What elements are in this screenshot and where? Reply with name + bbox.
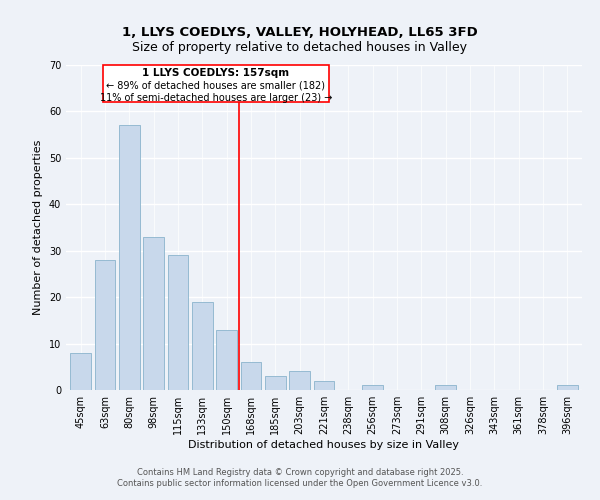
- Bar: [143, 237, 164, 390]
- FancyBboxPatch shape: [103, 65, 329, 102]
- Text: Size of property relative to detached houses in Valley: Size of property relative to detached ho…: [133, 41, 467, 54]
- Text: 1, LLYS COEDLYS, VALLEY, HOLYHEAD, LL65 3FD: 1, LLYS COEDLYS, VALLEY, HOLYHEAD, LL65 …: [122, 26, 478, 39]
- Bar: [95, 260, 115, 390]
- Bar: [557, 386, 578, 390]
- Bar: [241, 362, 262, 390]
- Y-axis label: Number of detached properties: Number of detached properties: [33, 140, 43, 315]
- Text: 1 LLYS COEDLYS: 157sqm: 1 LLYS COEDLYS: 157sqm: [142, 68, 289, 78]
- Bar: [265, 376, 286, 390]
- Text: 11% of semi-detached houses are larger (23) →: 11% of semi-detached houses are larger (…: [100, 92, 332, 102]
- Bar: [314, 380, 334, 390]
- Bar: [192, 302, 212, 390]
- Title: 1, LLYS COEDLYS, VALLEY, HOLYHEAD, LL65 3FD
Size of property relative to detache: 1, LLYS COEDLYS, VALLEY, HOLYHEAD, LL65 …: [0, 499, 1, 500]
- Bar: [70, 353, 91, 390]
- Text: Contains HM Land Registry data © Crown copyright and database right 2025.
Contai: Contains HM Land Registry data © Crown c…: [118, 468, 482, 487]
- Text: ← 89% of detached houses are smaller (182): ← 89% of detached houses are smaller (18…: [106, 81, 325, 91]
- Bar: [167, 256, 188, 390]
- Bar: [216, 330, 237, 390]
- X-axis label: Distribution of detached houses by size in Valley: Distribution of detached houses by size …: [188, 440, 460, 450]
- Bar: [436, 386, 456, 390]
- Bar: [119, 126, 140, 390]
- Bar: [362, 386, 383, 390]
- Bar: [289, 372, 310, 390]
